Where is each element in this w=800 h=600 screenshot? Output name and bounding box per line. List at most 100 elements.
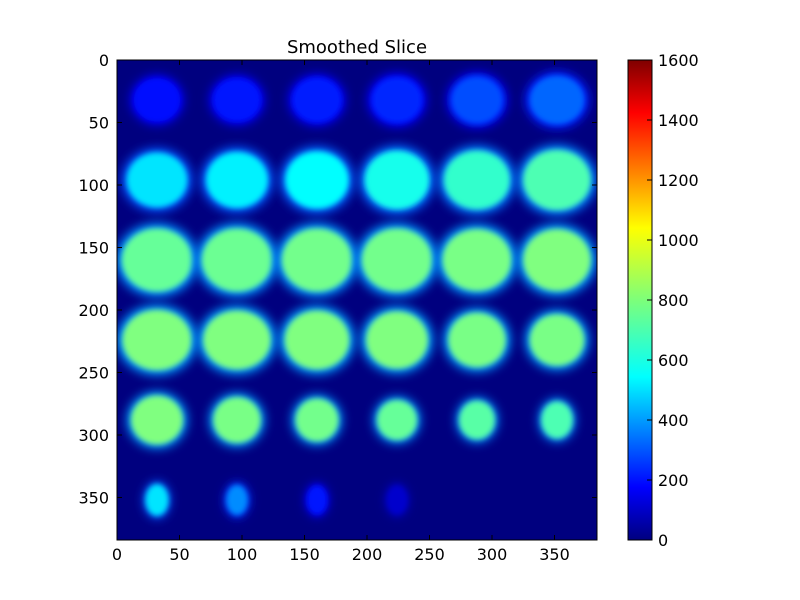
slice-core <box>122 309 192 371</box>
slice-core <box>285 151 349 209</box>
colorbar-tick-label: 800 <box>658 291 689 310</box>
y-tick-label: 350 <box>78 489 109 508</box>
x-axis-ticks: 0 50 100 150 200 250 300 350 <box>112 60 570 564</box>
slice-tile <box>209 74 265 126</box>
slice-tile <box>446 72 508 128</box>
slice-core <box>443 150 511 210</box>
slice-core <box>206 151 268 209</box>
slice-tile <box>280 146 354 214</box>
colorbar-tick-label: 400 <box>658 411 689 430</box>
slice-tile <box>117 304 198 376</box>
slice-tile <box>121 148 193 212</box>
slice-tile <box>373 396 421 444</box>
slice-core <box>448 312 506 368</box>
slice-core <box>121 228 193 292</box>
colorbar-tick-label: 0 <box>658 531 668 550</box>
slice-core <box>459 400 495 440</box>
x-tick-label: 0 <box>112 545 122 564</box>
y-tick-label: 250 <box>78 364 109 383</box>
slice-core <box>131 395 183 445</box>
slice-tile <box>200 147 274 213</box>
slice-tile <box>436 223 518 297</box>
slice-core <box>226 484 248 516</box>
slice-core <box>292 77 342 123</box>
slice-tile <box>117 223 199 297</box>
slice-tile <box>525 309 589 371</box>
slice-tile <box>275 223 359 297</box>
slice-tile <box>386 484 408 516</box>
slice-core <box>529 75 585 125</box>
slice-core <box>203 310 271 370</box>
x-tick-label: 150 <box>289 545 320 564</box>
slice-tile <box>126 391 188 449</box>
slice-tile <box>360 306 434 374</box>
slice-core <box>387 486 407 514</box>
slice-core <box>306 485 328 515</box>
colorbar-tick-label: 1200 <box>658 171 699 190</box>
slice-tile <box>143 481 171 519</box>
x-tick-label: 200 <box>352 545 383 564</box>
slice-tile <box>359 145 435 215</box>
slice-tile <box>130 74 184 126</box>
slice-tile <box>525 71 589 129</box>
heatmap-image <box>117 60 597 540</box>
slice-tile <box>517 144 597 216</box>
slice-core <box>451 76 503 124</box>
colorbar-tick-label: 200 <box>658 471 689 490</box>
slice-tile <box>443 308 511 372</box>
x-tick-label: 300 <box>477 545 508 564</box>
x-tick-label: 350 <box>539 545 570 564</box>
slice-tile <box>367 73 427 127</box>
x-tick-label: 50 <box>169 545 189 564</box>
y-tick-label: 150 <box>78 239 109 258</box>
y-tick-label: 200 <box>78 301 109 320</box>
heatmap-background <box>117 60 597 540</box>
slice-core <box>133 78 181 122</box>
colorbar: 0 200 400 600 800 1000 1200 1400 1600 <box>627 51 699 550</box>
slice-core <box>529 314 585 366</box>
y-axis-ticks: 0 50 100 150 200 250 300 350 <box>78 51 597 508</box>
colorbar-tick-label: 600 <box>658 351 689 370</box>
slice-tile <box>279 305 355 375</box>
slice-core <box>213 78 261 122</box>
slice-tile <box>195 223 279 297</box>
chart-title: Smoothed Slice <box>287 37 427 58</box>
slice-core <box>371 76 423 124</box>
slice-tile <box>438 145 516 215</box>
slice-core <box>213 396 261 444</box>
y-tick-label: 300 <box>78 426 109 445</box>
colorbar-tick-label: 1600 <box>658 51 699 70</box>
slice-core <box>295 398 339 442</box>
slice-core <box>364 150 430 210</box>
slice-core <box>201 228 273 292</box>
slice-tile <box>355 223 439 297</box>
x-tick-label: 250 <box>414 545 445 564</box>
slice-tile <box>517 223 597 297</box>
slice-tile <box>456 397 498 443</box>
y-tick-label: 100 <box>78 176 109 195</box>
colorbar-tick-label: 1000 <box>658 231 699 250</box>
slice-tile <box>305 483 329 517</box>
colorbar-tick-label: 1400 <box>658 111 699 130</box>
plot-frame <box>116 59 598 541</box>
slice-core <box>361 228 433 292</box>
slice-core <box>366 311 428 369</box>
slice-core <box>126 152 188 208</box>
slice-core <box>284 310 350 370</box>
y-tick-label: 0 <box>99 51 109 70</box>
slice-tile <box>538 398 576 442</box>
slice-core <box>523 149 591 211</box>
slice-tile <box>197 305 277 375</box>
y-tick-label: 50 <box>89 114 109 133</box>
slice-core <box>442 229 512 291</box>
slice-core <box>376 399 418 441</box>
slice-core <box>281 228 353 292</box>
slice-core <box>145 484 169 516</box>
slice-tile <box>209 393 265 447</box>
slice-tile <box>291 394 343 446</box>
slice-core <box>523 229 591 291</box>
x-tick-label: 100 <box>227 545 258 564</box>
slice-tile <box>288 73 346 127</box>
slice-tile <box>224 482 250 518</box>
